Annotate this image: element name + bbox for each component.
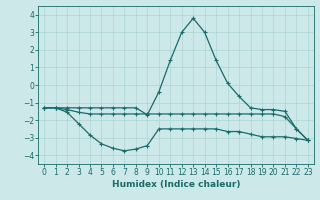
- X-axis label: Humidex (Indice chaleur): Humidex (Indice chaleur): [112, 180, 240, 189]
